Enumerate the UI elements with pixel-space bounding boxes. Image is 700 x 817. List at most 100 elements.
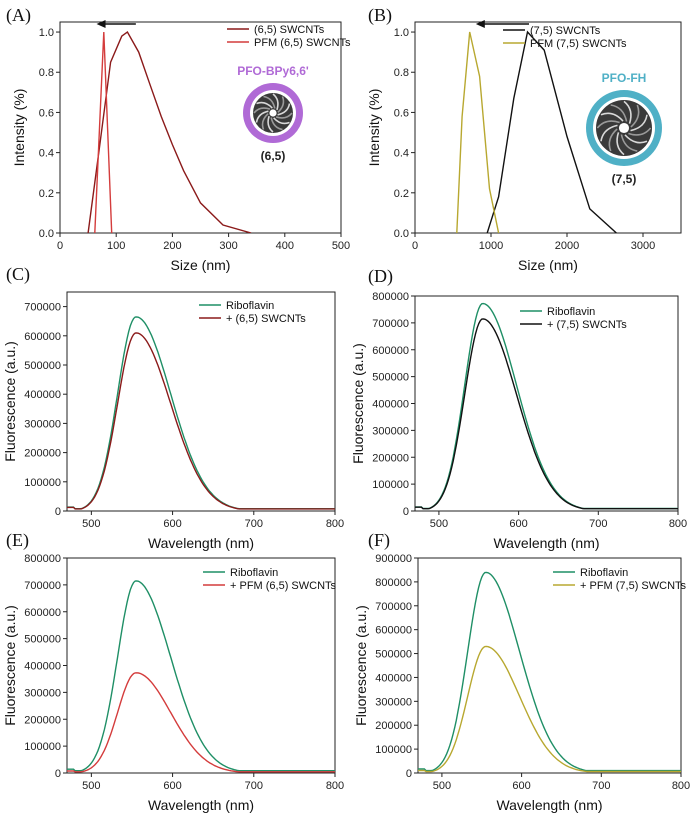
plot-frame [66, 291, 336, 512]
nanotube-vane [273, 117, 290, 125]
nanotube-inset: PFO-FH (7,5) [586, 71, 662, 186]
x-axis-label: Wavelength (nm) [148, 535, 254, 551]
y-axis-label: Fluorescence (a.u.) [353, 605, 369, 726]
chart-A: 0 100 200 300 400 500 0.0 0.2 0.4 0.6 0.8 1.0 Size (… [6, 5, 351, 273]
y-tick-label: 0.6 [394, 107, 409, 119]
legend-entry-2: + PFM (6,5) SWCNTs [230, 580, 337, 592]
y-tick-label: 400000 [375, 672, 412, 684]
legend-entry-2: PFM (7,5) SWCNTs [530, 38, 627, 50]
nanotube-vane [270, 117, 283, 131]
y-tick-label: 1.0 [39, 27, 54, 39]
x-axis-label: Size (nm) [171, 257, 231, 273]
y-tick-label: 0.6 [39, 107, 54, 119]
y-tick-label: 700000 [24, 302, 61, 314]
nanotube-vane [275, 112, 293, 119]
y-tick-label: 0.8 [39, 67, 54, 79]
nanotube-vane [277, 103, 291, 116]
x-tick-label: 300 [219, 240, 237, 252]
legend-entry-1: Riboflavin [226, 300, 274, 312]
y-axis-label: Fluorescence (a.u.) [2, 605, 18, 726]
y-tick-label: 100000 [24, 477, 61, 489]
x-tick-label: 500 [433, 780, 451, 792]
x-axis-label: Size (nm) [518, 257, 578, 273]
y-tick-label: 200000 [375, 720, 412, 732]
y-tick-label: 600000 [24, 331, 61, 343]
x-tick-label: 800 [326, 780, 344, 792]
y-axis-label: Intensity (%) [11, 89, 27, 167]
x-tick-label: 400 [276, 240, 294, 252]
y-tick-label: 0 [406, 768, 412, 780]
chirality-label: (6,5) [261, 149, 286, 163]
chirality-label: (7,5) [612, 172, 637, 186]
plot-frame [414, 21, 682, 234]
series-line-1 [87, 30, 252, 233]
y-tick-label: 0.0 [39, 228, 54, 240]
nanotube-vane [610, 104, 628, 122]
legend-entry-2: + PFM (7,5) SWCNTs [580, 580, 687, 592]
x-tick-label: 600 [509, 518, 527, 530]
y-tick-label: 600000 [372, 345, 409, 357]
y-tick-label: 0.2 [394, 188, 409, 200]
nanotube-core [269, 109, 277, 117]
x-axis-label: Wavelength (nm) [148, 797, 254, 813]
series-line-2 [415, 318, 678, 510]
nanotube-vane [277, 96, 285, 113]
x-tick-label: 800 [326, 518, 344, 530]
y-tick-label: 800000 [375, 577, 412, 589]
y-tick-label: 800000 [24, 553, 61, 565]
series-line-2 [94, 31, 113, 233]
y-tick-label: 700000 [24, 580, 61, 592]
series-line-2 [456, 31, 500, 233]
nanotube-vane [256, 101, 273, 109]
y-tick-label: 500000 [24, 360, 61, 372]
y-tick-label: 300000 [372, 425, 409, 437]
y-tick-label: 500000 [24, 634, 61, 646]
chart-C: 500 600 700 800 0 100000 200000 300000 400000 500… [2, 264, 344, 551]
x-tick-label: 2000 [555, 240, 579, 252]
nanotube-vane [600, 124, 618, 142]
legend-entry-2: + (6,5) SWCNTs [226, 313, 306, 325]
panel-label: (C) [6, 264, 30, 285]
polymer-label: PFO-FH [602, 71, 647, 85]
y-tick-label: 0.4 [39, 148, 54, 160]
nanotube-vane [616, 132, 625, 156]
series-line-2 [67, 672, 335, 773]
y-tick-label: 700000 [372, 318, 409, 330]
legend-entry-1: Riboflavin [580, 567, 628, 579]
x-axis-label: Wavelength (nm) [496, 797, 602, 813]
x-tick-label: 600 [163, 780, 181, 792]
panel-label: (A) [6, 5, 31, 26]
x-tick-label: 0 [57, 240, 63, 252]
legend-entry-2: + (7,5) SWCNTs [547, 319, 627, 331]
y-tick-label: 600000 [375, 625, 412, 637]
y-tick-label: 100000 [372, 479, 409, 491]
y-tick-label: 400000 [24, 661, 61, 673]
series-line-1 [67, 580, 335, 772]
x-tick-label: 3000 [631, 240, 655, 252]
y-tick-label: 0 [55, 768, 61, 780]
chart-E: 500 600 700 800 0 100000 200000 300000 400000 500… [2, 530, 344, 813]
nanotube-vane [253, 107, 271, 114]
legend-entry-2: PFM (6,5) SWCNTs [254, 37, 351, 49]
y-tick-label: 600000 [24, 607, 61, 619]
series-line-2 [418, 645, 681, 773]
nanotube-vane [272, 93, 279, 111]
nanotube-vane [624, 134, 648, 144]
panel-label: (D) [368, 266, 393, 287]
nanotube-vane [620, 134, 638, 152]
x-tick-label: 0 [412, 240, 418, 252]
legend-entry-1: (7,5) SWCNTs [530, 25, 601, 37]
y-tick-label: 800000 [372, 291, 409, 303]
y-tick-label: 300000 [375, 696, 412, 708]
y-tick-label: 300000 [24, 418, 61, 430]
shift-arrow-head [96, 20, 106, 29]
chart-D: 500 600 700 800 0 100000 200000 300000 400000 500… [350, 266, 687, 551]
nanotube-vane [596, 120, 620, 129]
x-tick-label: 100 [107, 240, 125, 252]
x-tick-label: 1000 [479, 240, 503, 252]
series-line-2 [67, 332, 335, 510]
shift-arrow-head [475, 20, 485, 29]
y-tick-label: 300000 [24, 687, 61, 699]
nanotube-vane [630, 104, 640, 128]
x-tick-label: 700 [245, 518, 263, 530]
